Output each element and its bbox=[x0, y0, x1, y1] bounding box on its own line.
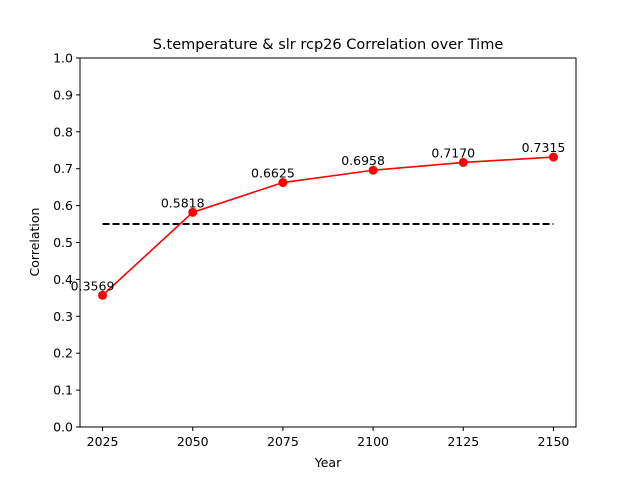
x-tick-label: 2075 bbox=[267, 434, 299, 449]
data-point bbox=[458, 157, 468, 167]
chart-title: S.temperature & slr rcp26 Correlation ov… bbox=[153, 37, 504, 53]
y-tick-label: 0.5 bbox=[53, 235, 73, 250]
data-point bbox=[548, 152, 558, 162]
data-point bbox=[368, 165, 378, 175]
data-point bbox=[98, 290, 108, 300]
data-label: 0.3569 bbox=[71, 278, 115, 293]
y-tick-label: 1.0 bbox=[53, 51, 73, 66]
y-axis-label: Correlation bbox=[27, 208, 42, 277]
data-label: 0.7315 bbox=[522, 140, 566, 155]
data-label: 0.5818 bbox=[161, 195, 205, 210]
y-tick-label: 0.3 bbox=[53, 309, 73, 324]
y-tick-label: 0.1 bbox=[53, 383, 73, 398]
data-point bbox=[278, 178, 288, 188]
y-tick-label: 0.8 bbox=[53, 124, 73, 139]
y-tick-label: 0.7 bbox=[53, 161, 73, 176]
x-tick-label: 2150 bbox=[538, 434, 570, 449]
y-tick-label: 0.2 bbox=[53, 346, 73, 361]
y-tick-label: 0.6 bbox=[53, 198, 73, 213]
y-tick-label: 0.4 bbox=[53, 272, 73, 287]
x-tick-label: 2050 bbox=[177, 434, 209, 449]
data-label: 0.7170 bbox=[431, 145, 475, 160]
data-label: 0.6958 bbox=[341, 153, 385, 168]
series-line bbox=[102, 156, 554, 296]
x-tick-label: 2125 bbox=[447, 434, 479, 449]
data-point bbox=[188, 207, 198, 217]
data-label: 0.6625 bbox=[251, 166, 295, 181]
x-tick-label: 2100 bbox=[357, 434, 389, 449]
y-tick-label: 0.9 bbox=[53, 87, 73, 102]
y-tick-label: 0.0 bbox=[53, 420, 73, 435]
x-axis-label: Year bbox=[314, 455, 342, 470]
x-tick-label: 2025 bbox=[87, 434, 119, 449]
plot-area: 0.3569 0.5818 0.6625 0.6958 0.7170 0.7315 2025… bbox=[53, 51, 577, 449]
